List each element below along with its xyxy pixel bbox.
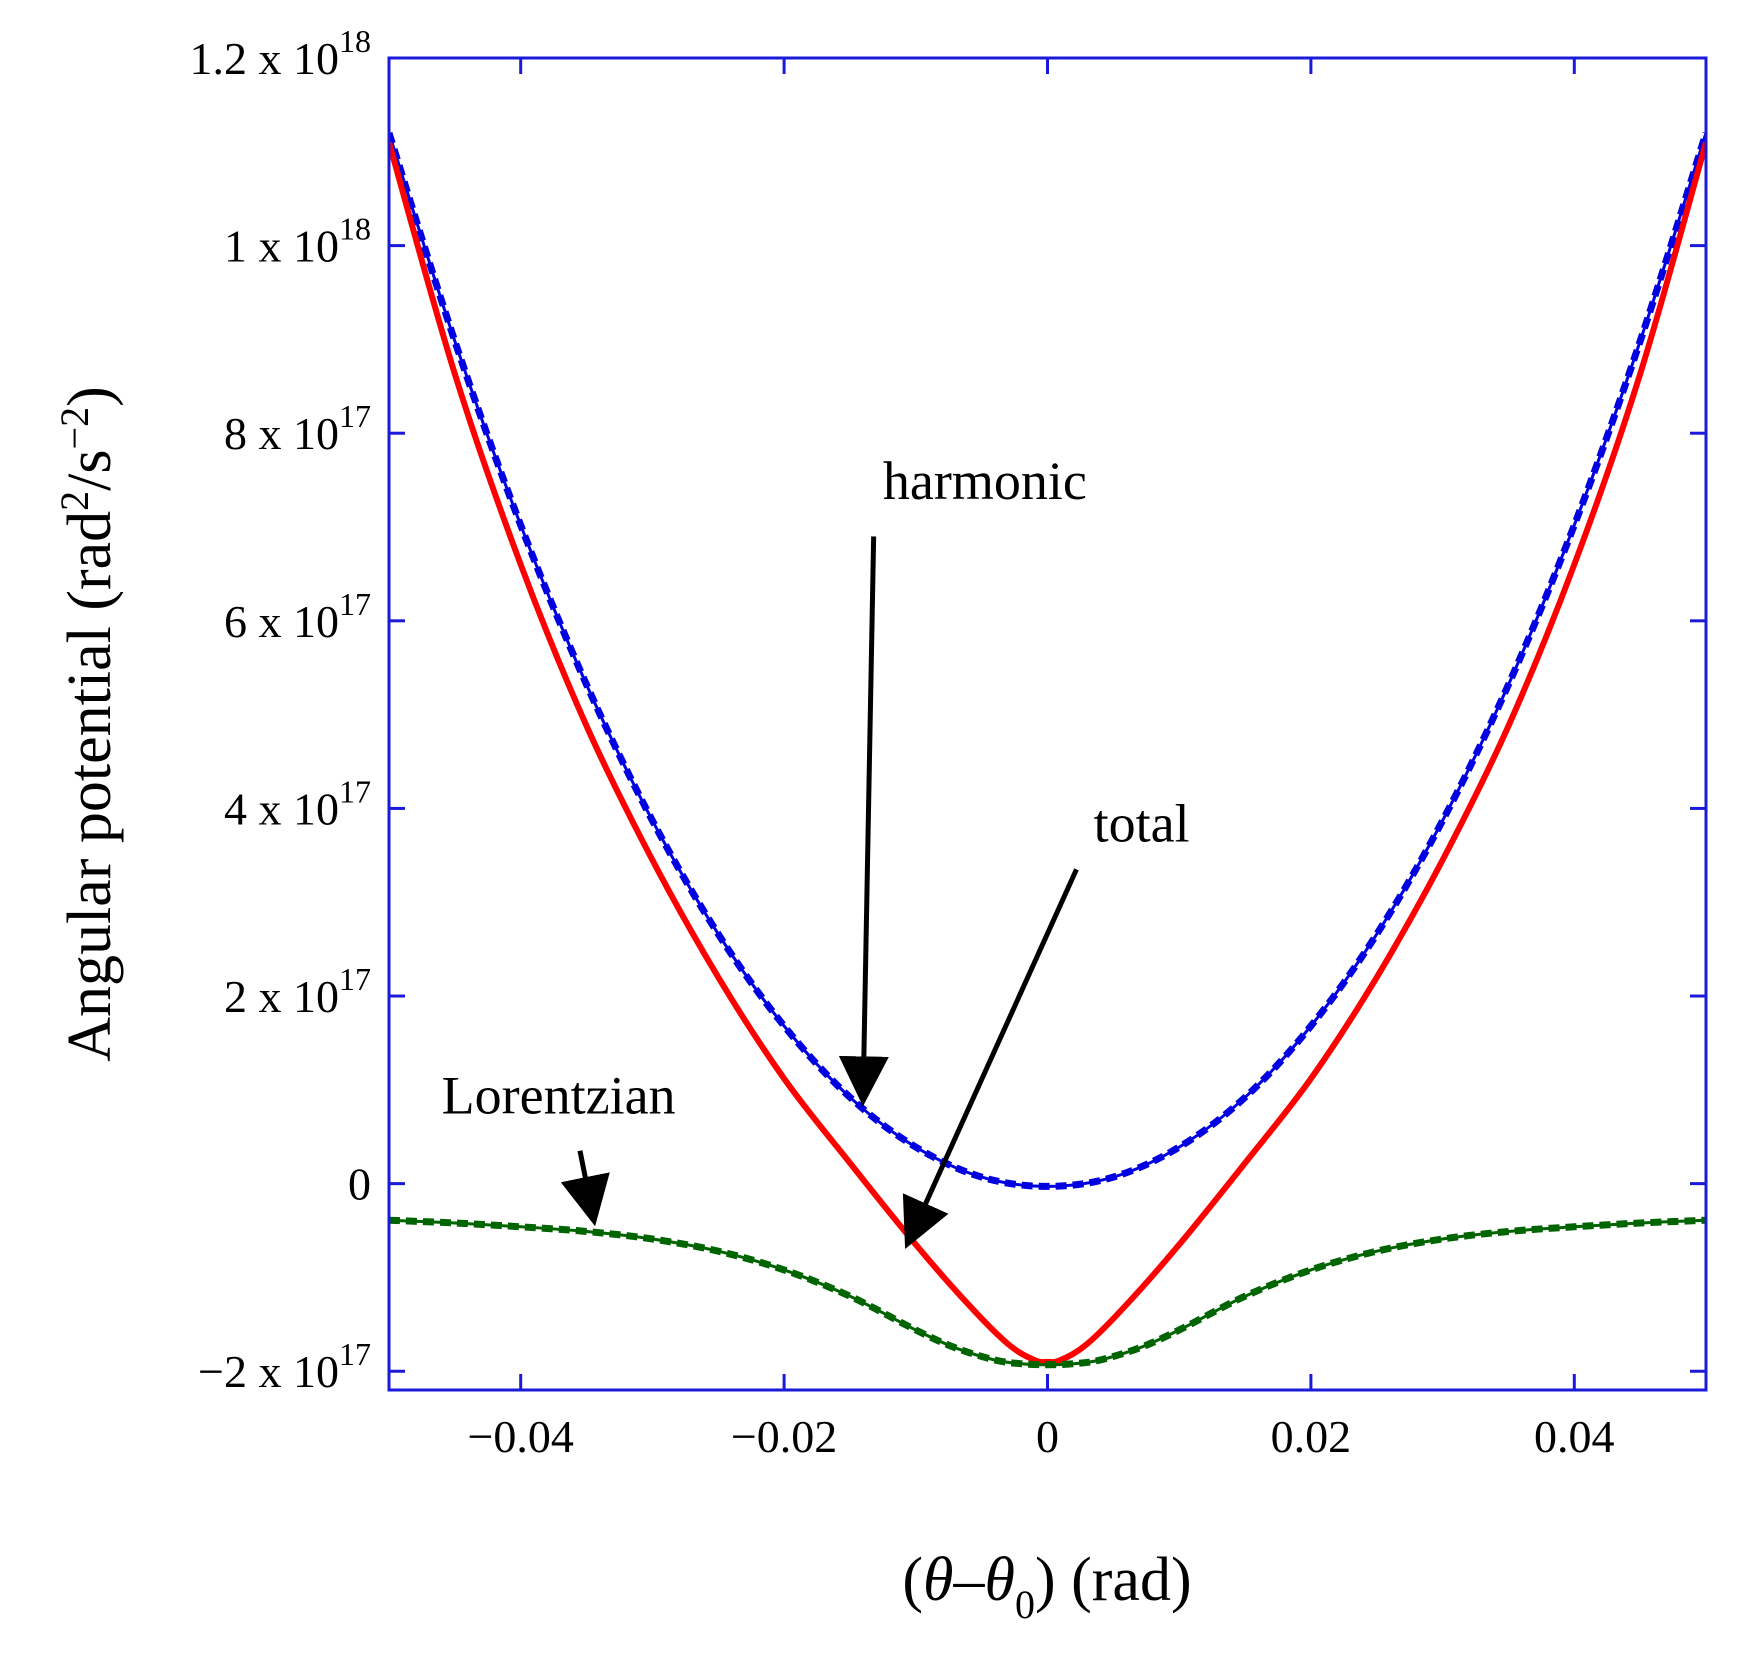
series-lorentzian-line <box>389 1216 1706 1369</box>
series-harmonic-point-4 <box>651 819 654 822</box>
series-harmonic-point-12 <box>1178 1146 1181 1149</box>
series-lorentzian-point-20 <box>1441 1238 1444 1241</box>
series-harmonic-point-14 <box>1309 1025 1312 1028</box>
series-lorentzian-point-17 <box>1244 1295 1247 1298</box>
y-tick-label-4: 6 x 1017 <box>224 586 371 647</box>
y-tick-label-7: 1.2 x 1018 <box>190 23 372 84</box>
series-lorentzian-point-23 <box>1639 1222 1642 1225</box>
series-total-point-10 <box>1007 1343 1010 1346</box>
series-lorentzian-point-11 <box>1020 1362 1023 1365</box>
y-tick-label-6: 1 x 1018 <box>224 211 371 272</box>
series-total-point-4 <box>651 859 654 862</box>
series-harmonic-point-8 <box>914 1146 917 1149</box>
series-layer <box>389 131 1706 1369</box>
series-total-point-14 <box>1086 1343 1089 1346</box>
series-total-point-9 <box>967 1303 970 1306</box>
x-tick-label-3: 0.02 <box>1271 1411 1352 1462</box>
series-total-point-18 <box>1309 1077 1312 1080</box>
annotation-total-label: total <box>1094 793 1190 853</box>
series-total-point-20 <box>1441 859 1444 862</box>
y-tick-label-1: 0 <box>348 1159 371 1210</box>
series-lorentzian-point-21 <box>1507 1230 1510 1233</box>
series-lorentzian-point-16 <box>1178 1329 1181 1332</box>
series-lorentzian-point-14 <box>1099 1359 1102 1362</box>
series-harmonic-point-6 <box>783 1025 786 1028</box>
series-lorentzian-thin-line <box>389 1218 1706 1367</box>
series-lorentzian-point-12 <box>1046 1363 1049 1366</box>
series-harmonic-thin-line <box>389 132 1706 1188</box>
series-total-point-8 <box>914 1243 917 1246</box>
series-harmonic-point-16 <box>1441 819 1444 822</box>
series-total-point-19 <box>1375 976 1378 979</box>
series-harmonic-point-5 <box>717 933 720 936</box>
series-total-point-17 <box>1244 1162 1247 1165</box>
y-tick-label-5: 8 x 1017 <box>224 398 371 459</box>
series-total-point-15 <box>1125 1303 1128 1306</box>
axes-layer: −0.04 −0.02 0 0.02 0.04 −2 x 1017 0 2 x 1017 4 x… <box>190 23 1708 1462</box>
series-lorentzian-point-10 <box>993 1359 996 1362</box>
series-total-point-21 <box>1507 724 1510 727</box>
series-lorentzian-point-2 <box>519 1225 522 1228</box>
y-tick-label-3: 4 x 1017 <box>224 773 371 834</box>
x-axis-title: (θ–θ0) (rad) <box>902 1546 1191 1627</box>
series-lorentzian-point-4 <box>651 1238 654 1241</box>
series-total-point-2 <box>519 563 522 566</box>
series-harmonic-point-3 <box>585 683 588 686</box>
series-total-point-6 <box>783 1077 786 1080</box>
x-tick-label-1: −0.02 <box>731 1411 837 1462</box>
series-lorentzian-point-7 <box>849 1295 852 1298</box>
series-harmonic-point-9 <box>980 1176 983 1179</box>
y-tick-label-0: −2 x 1017 <box>198 1336 371 1397</box>
series-harmonic-line <box>389 131 1706 1190</box>
x-tick-label-4: 0.04 <box>1534 1411 1615 1462</box>
series-total-point-7 <box>849 1162 852 1165</box>
series-lorentzian-point-5 <box>717 1250 720 1253</box>
series-harmonic-point-10 <box>1046 1185 1049 1188</box>
series-harmonic-point-13 <box>1244 1096 1247 1099</box>
series-total-point-22 <box>1573 563 1576 566</box>
annotation-lorentzian-label: Lorentzian <box>442 1065 676 1125</box>
series-total-point-16 <box>1178 1243 1181 1246</box>
series-total-point-13 <box>1059 1359 1062 1362</box>
series-harmonic-point-15 <box>1375 933 1378 936</box>
series-lorentzian-point-19 <box>1375 1250 1378 1253</box>
series-lorentzian-point-9 <box>954 1346 957 1349</box>
series-total-point-5 <box>717 976 720 979</box>
annotation-harmonic-label: harmonic <box>883 451 1087 511</box>
series-harmonic-point-2 <box>519 524 522 527</box>
series-lorentzian-point-1 <box>453 1222 456 1225</box>
y-tick-label-2: 2 x 1017 <box>224 961 371 1022</box>
annotation-total-arrow <box>902 868 1079 1250</box>
annotation-harmonic-arrow <box>838 536 889 1107</box>
annotation-lorentzian-arrow <box>560 1150 610 1227</box>
series-lorentzian-point-6 <box>783 1268 786 1271</box>
series-harmonic-point-11 <box>1112 1176 1115 1179</box>
series-lorentzian-point-18 <box>1309 1268 1312 1271</box>
x-tick-label-2: 0 <box>1036 1411 1059 1462</box>
series-harmonic-point-17 <box>1507 683 1510 686</box>
series-lorentzian-point-3 <box>585 1230 588 1233</box>
series-total-point-1 <box>453 373 456 376</box>
series-total-point-23 <box>1639 373 1642 376</box>
series-harmonic-point-1 <box>453 340 456 343</box>
series-lorentzian-point-22 <box>1573 1225 1576 1228</box>
annotation-layer: harmonic total Lorentzian <box>442 451 1190 1250</box>
series-harmonic-point-19 <box>1639 340 1642 343</box>
x-tick-label-0: −0.04 <box>467 1411 573 1462</box>
series-total-point-3 <box>585 724 588 727</box>
series-harmonic-point-7 <box>849 1096 852 1099</box>
series-lorentzian-point-8 <box>914 1329 917 1332</box>
series-lorentzian-point-15 <box>1138 1346 1141 1349</box>
series-harmonic-point-18 <box>1573 524 1576 527</box>
series-lorentzian-point-13 <box>1072 1362 1075 1365</box>
y-axis-title: Angular potential (rad2/s−2) <box>52 386 124 1062</box>
